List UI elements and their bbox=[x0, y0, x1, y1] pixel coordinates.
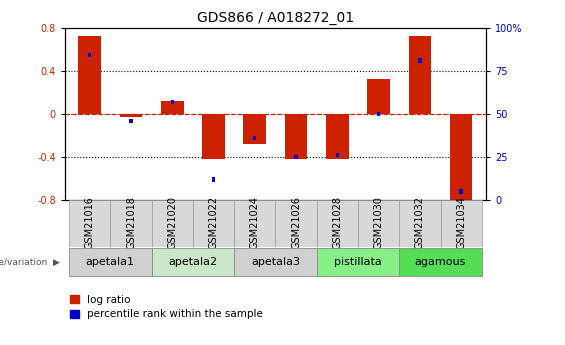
FancyBboxPatch shape bbox=[110, 200, 151, 247]
Text: agamous: agamous bbox=[415, 257, 466, 267]
Text: GSM21020: GSM21020 bbox=[167, 196, 177, 249]
Text: GSM21018: GSM21018 bbox=[126, 196, 136, 249]
Bar bbox=[253, 136, 257, 140]
Legend: log ratio, percentile rank within the sample: log ratio, percentile rank within the sa… bbox=[70, 295, 263, 319]
Bar bbox=[285, 114, 307, 159]
Text: apetala2: apetala2 bbox=[168, 257, 218, 267]
FancyBboxPatch shape bbox=[234, 248, 317, 276]
FancyBboxPatch shape bbox=[399, 248, 482, 276]
FancyBboxPatch shape bbox=[317, 248, 399, 276]
Bar bbox=[171, 100, 174, 104]
FancyBboxPatch shape bbox=[193, 200, 234, 247]
FancyBboxPatch shape bbox=[399, 200, 441, 247]
Text: GSM21030: GSM21030 bbox=[373, 196, 384, 249]
Text: GSM21034: GSM21034 bbox=[456, 196, 466, 249]
Bar bbox=[120, 114, 142, 117]
Bar bbox=[244, 114, 266, 144]
FancyBboxPatch shape bbox=[151, 200, 193, 247]
Text: apetala1: apetala1 bbox=[86, 257, 135, 267]
Bar bbox=[294, 155, 298, 159]
FancyBboxPatch shape bbox=[234, 200, 276, 247]
FancyBboxPatch shape bbox=[358, 200, 399, 247]
Text: genotype/variation  ▶: genotype/variation ▶ bbox=[0, 258, 60, 267]
Text: pistillata: pistillata bbox=[334, 257, 382, 267]
Bar bbox=[336, 153, 339, 157]
FancyBboxPatch shape bbox=[276, 200, 317, 247]
Bar bbox=[212, 177, 215, 181]
Title: GDS866 / A018272_01: GDS866 / A018272_01 bbox=[197, 11, 354, 25]
Bar bbox=[161, 101, 184, 114]
Text: GSM21026: GSM21026 bbox=[291, 196, 301, 249]
FancyBboxPatch shape bbox=[151, 248, 234, 276]
Text: apetala3: apetala3 bbox=[251, 257, 300, 267]
Text: GSM21016: GSM21016 bbox=[85, 196, 95, 249]
Bar bbox=[459, 189, 463, 194]
Bar bbox=[326, 114, 349, 159]
Bar bbox=[202, 114, 225, 159]
FancyBboxPatch shape bbox=[69, 200, 110, 247]
Bar bbox=[418, 58, 421, 62]
Bar bbox=[88, 53, 92, 57]
FancyBboxPatch shape bbox=[441, 200, 482, 247]
Text: GSM21022: GSM21022 bbox=[208, 196, 219, 249]
Bar bbox=[408, 36, 431, 114]
Bar bbox=[367, 79, 390, 114]
Text: GSM21024: GSM21024 bbox=[250, 196, 260, 249]
Text: GSM21032: GSM21032 bbox=[415, 196, 425, 249]
FancyBboxPatch shape bbox=[69, 248, 151, 276]
FancyBboxPatch shape bbox=[317, 200, 358, 247]
Text: GSM21028: GSM21028 bbox=[332, 196, 342, 249]
Bar bbox=[129, 119, 133, 123]
Bar bbox=[377, 112, 380, 116]
Bar bbox=[450, 114, 472, 200]
Bar bbox=[79, 36, 101, 114]
